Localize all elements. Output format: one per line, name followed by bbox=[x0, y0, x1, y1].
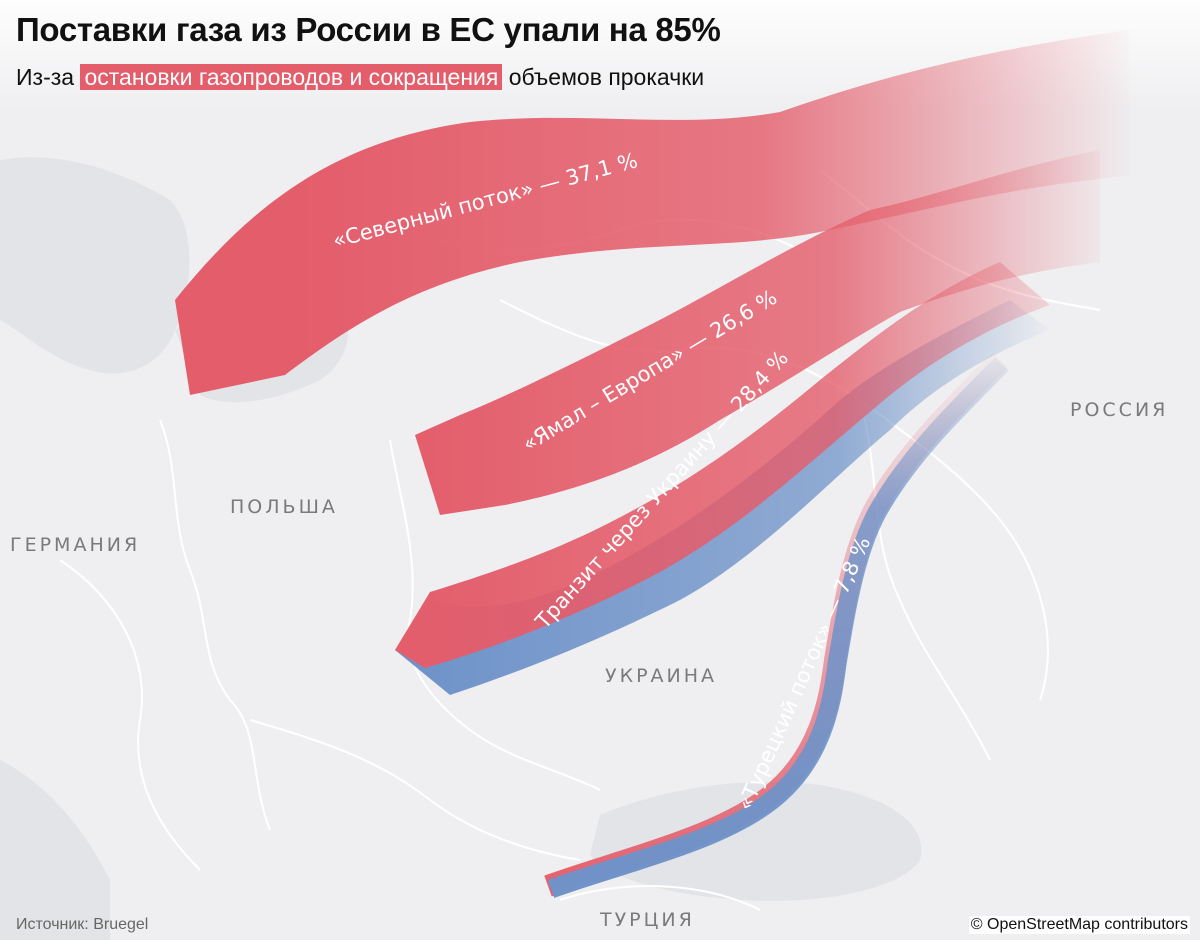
map-credit[interactable]: © OpenStreetMap contributors bbox=[968, 916, 1190, 934]
subtitle-after: объемов прокачки bbox=[502, 64, 705, 90]
border-turkey bbox=[559, 885, 761, 911]
country-label-germany: ГЕРМАНИЯ bbox=[10, 534, 140, 556]
country-label-turkey: ТУРЦИЯ bbox=[599, 909, 695, 931]
page-title: Поставки газа из России в ЕС упали на 85… bbox=[16, 11, 721, 48]
border-slovakia-hungary bbox=[249, 719, 581, 861]
flow-yamal-europe bbox=[415, 150, 1100, 515]
border-germany-south bbox=[59, 559, 201, 871]
border-poland-ukraine bbox=[389, 439, 601, 791]
subtitle: Из-за остановки газопроводов и сокращени… bbox=[16, 62, 721, 92]
subtitle-before: Из-за bbox=[16, 64, 81, 90]
north-sea bbox=[0, 157, 190, 374]
adriatic-sea bbox=[0, 760, 110, 940]
source-note: Источник: Bruegel bbox=[16, 916, 149, 933]
country-labels: ГЕРМАНИЯ ПОЛЬША УКРАИНА РОССИЯ ТУРЦИЯ bbox=[10, 399, 1168, 931]
flow-nord-stream bbox=[175, 30, 1130, 395]
border-ukraine-russia bbox=[859, 399, 991, 761]
flow-ukraine-transit-red bbox=[395, 262, 1050, 668]
subtitle-highlight: остановки газопроводов и сокращения bbox=[80, 64, 503, 90]
country-label-poland: ПОЛЬША bbox=[230, 496, 338, 518]
gas-flows bbox=[175, 30, 1130, 898]
country-label-russia: РОССИЯ bbox=[1070, 399, 1168, 421]
header: Поставки газа из России в ЕС упали на 85… bbox=[16, 10, 721, 92]
country-label-ukraine: УКРАИНА bbox=[605, 665, 717, 687]
border-germany-poland bbox=[159, 419, 271, 831]
black-sea bbox=[590, 781, 922, 901]
flow-turkish-stream-blue bbox=[547, 357, 1009, 898]
